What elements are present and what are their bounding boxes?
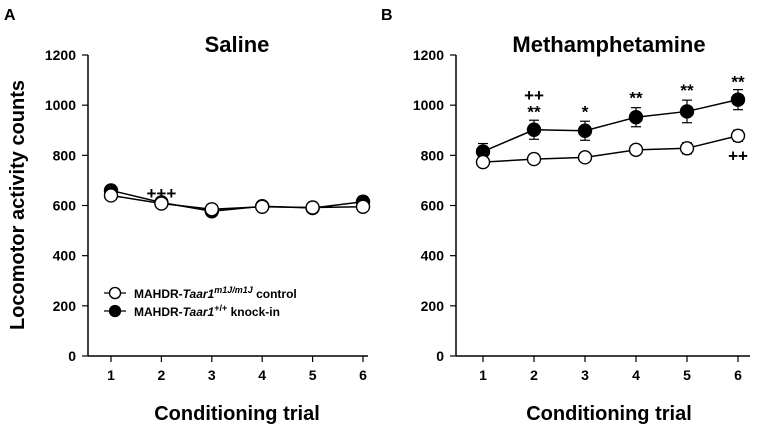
panel-b-significance-annotation: ** [731,72,745,91]
panel-b-significance-annotation: * [582,102,589,121]
panel-a-x-tick-label: 5 [309,367,317,383]
panel-b-x-tick-label: 4 [632,367,640,383]
panel-a-point-control [255,199,270,214]
panel-b-y-tick-label: 200 [421,298,445,314]
panel-a-y-tick-label: 1200 [45,47,76,63]
panel-b-significance-annotation: ++ [728,146,748,165]
panel-a-x-tick-label: 2 [158,367,166,383]
panel-b-point-control [475,154,491,170]
panel-b-point-knockin [679,104,695,119]
legend-knockin-sup: +/+ [214,303,227,313]
panel-a-point-control [305,200,320,215]
legend-control-sup: m1J/m1J [214,285,254,295]
panel-b-x-tick-label: 2 [530,367,538,383]
panel-b-point-control [628,142,644,158]
panel-b-title: Methamphetamine [512,32,705,57]
legend-marker-control-top [108,286,122,300]
legend-entry-control: MAHDR-Taar1m1J/m1J control [134,285,297,301]
legend: MAHDR-Taar1m1J/m1J control MAHDR-Taar1+/… [104,285,297,319]
legend-control-prefix: MAHDR- [134,287,183,301]
panel-b-x-tick-label: 3 [581,367,589,383]
panel-b-x-tick-label: 6 [734,367,742,383]
panel-a-significance-annotation: +++ [147,184,177,203]
panel-a-point-control [355,199,371,214]
legend-entry-knockin: MAHDR-Taar1+/+ knock-in [134,303,280,319]
panel-b-x-tick-label: 5 [683,367,691,383]
legend-knockin-suffix: knock-in [227,305,280,319]
panel-b-point-control [526,151,542,167]
panel-a-y-tick-label: 600 [53,198,77,214]
panel-b-x-axis-label: Conditioning trial [526,403,692,425]
panel-b-y-tick-label: 1000 [413,97,444,113]
panel-a-y-tick-label: 200 [53,298,77,314]
legend-marker-knockin [108,304,122,318]
panel-b-y-tick-label: 400 [421,248,445,264]
panel-b-significance-annotation: ** [527,102,541,121]
panel-a-y-tick-label: 0 [68,348,76,364]
panel-a-point-control [103,188,119,203]
panel-b-point-knockin [577,123,593,138]
panel-b-significance-annotation: ** [680,81,694,100]
panel-a-x-tick-label: 6 [359,367,367,383]
legend-control-suffix: control [253,287,297,301]
panel-a-x-tick-label: 3 [208,367,216,383]
panel-b-point-knockin [526,122,542,137]
legend-control-gene: Taar1 [183,287,215,301]
panel-b-y-tick-label: 1200 [413,47,444,63]
panel-a-x-tick-label: 4 [258,367,266,383]
panel-b: B Methamphetamine Conditioning trial 0 20… [381,7,750,425]
legend-knockin-gene: Taar1 [183,305,215,319]
panel-a-title: Saline [205,32,270,57]
panel-a-point-control [204,202,220,217]
panel-b-point-control [577,150,593,165]
panel-a-y-tick-label: 400 [53,248,77,264]
panel-a-series-line-control [110,194,364,211]
panel-a-point-control [154,196,169,211]
panel-b-y-tick-label: 800 [421,147,445,163]
panel-a-label: A [4,7,16,24]
panel-b-y-tick-label: 600 [421,198,445,214]
panel-b-label: B [381,7,393,24]
panel-b-series-line-control [482,135,739,163]
legend-knockin-prefix: MAHDR- [134,305,183,319]
panel-a-x-tick-label: 1 [107,367,115,383]
panel-b-series-line-knockin [482,98,739,153]
panel-b-point-knockin [628,110,644,125]
panel-b-significance-annotation: ++ [524,86,544,105]
panel-b-point-control [730,128,746,143]
panel-a-x-axis-label: Conditioning trial [154,403,320,425]
panel-a-y-tick-label: 1000 [45,97,76,113]
panel-b-y-tick-label: 0 [436,348,444,364]
panel-b-point-knockin [730,92,746,107]
panel-a: A Saline Locomotor activity counts Condi… [4,7,371,425]
panel-b-significance-annotation: ** [629,89,643,108]
y-axis-label: Locomotor activity counts [7,80,29,330]
panel-b-x-tick-label: 1 [479,367,487,383]
panel-a-y-tick-label: 800 [53,147,77,163]
panel-b-point-control [679,141,695,156]
